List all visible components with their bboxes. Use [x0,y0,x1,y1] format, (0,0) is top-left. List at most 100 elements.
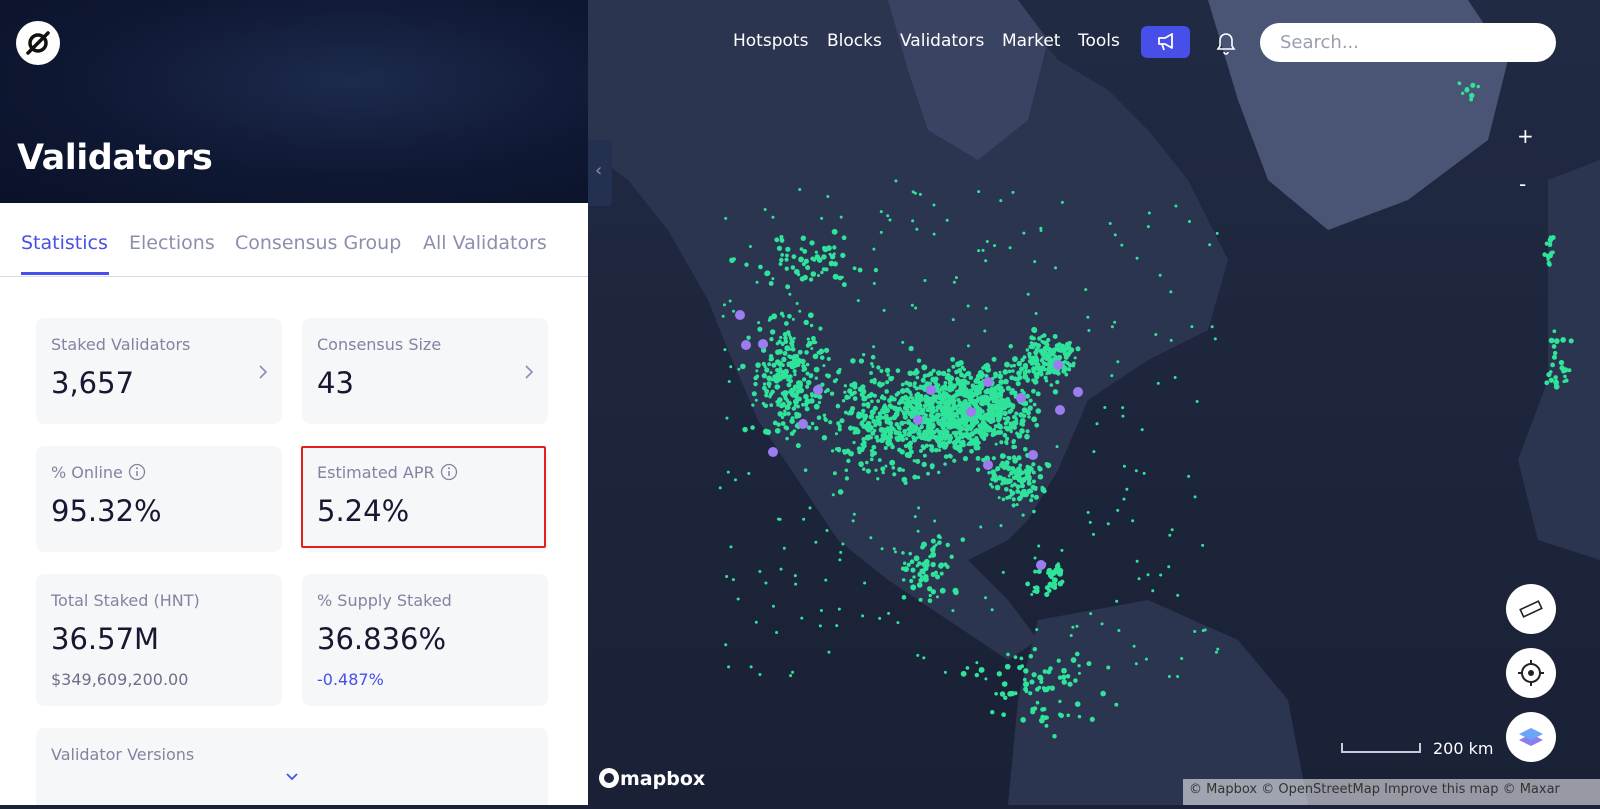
hotspot-dot [1026,292,1030,296]
hotspot-dot [1173,375,1177,379]
hotspot-dot [941,417,947,423]
hotspot-dot [1026,488,1033,494]
hotspot-dot [977,429,984,436]
stat-card[interactable]: Validator Versions [36,728,548,805]
hotspot-dot [924,443,929,448]
hotspot-dot [798,419,808,429]
hotspot-dot [880,394,884,398]
info-icon[interactable] [128,463,146,481]
hotspot-dot [845,448,851,455]
tab[interactable]: Elections [129,232,215,254]
hotspot-dot [897,467,903,472]
hotspot-dot [1106,665,1111,670]
zoom-in[interactable]: + [1517,124,1534,148]
search-input[interactable]: Search... [1260,23,1556,62]
hotspot-dot [782,412,787,417]
hotspot-dot [970,415,976,422]
hotspot-dot [891,414,898,421]
hotspot-dot [923,436,929,441]
stat-card[interactable]: Staked Validators 3,657 [36,318,282,424]
hotspot-dot [810,393,815,398]
hotspot-dot [803,393,809,400]
hotspot-dot [1055,445,1059,449]
hotspot-dot [818,624,822,628]
hotspot-dot [1008,344,1013,349]
layers-button[interactable] [1506,712,1556,762]
zoom-out[interactable]: - [1519,172,1527,196]
hotspot-dot [909,410,915,415]
hotspot-dot [1156,381,1160,385]
hotspot-dot [1037,465,1041,470]
hotspot-dot [939,587,946,594]
hotspot-dot [1568,338,1574,344]
locate-button[interactable] [1506,648,1556,698]
hotspot-dot [951,318,955,322]
card-sub: $349,609,200.00 [51,670,189,689]
hotspot-dot [988,418,994,425]
hotspot-dot [1029,679,1035,685]
measure-button[interactable] [1506,584,1556,634]
hotspot-dot [946,425,951,430]
tab[interactable]: Consensus Group [235,232,402,254]
hotspot-dot [784,266,789,271]
hotspot-dot [806,425,812,430]
nav-link[interactable]: Blocks [827,31,882,51]
hotspot-dot [1550,362,1555,368]
hotspot-dot [914,396,920,402]
hotspot-dot [976,389,982,396]
hotspot-dot [902,397,906,401]
hotspot-dot [836,369,841,375]
hotspot-dot [780,342,785,346]
hotspot-dot [874,468,878,472]
hotspot-dot [912,474,918,480]
nav-link[interactable]: Validators [900,31,985,51]
hotspot-dot [908,445,913,450]
collapse-button[interactable]: ‹ [588,140,612,206]
bell-icon[interactable] [1213,29,1239,57]
hotspot-dot [1033,569,1038,574]
hotspot-dot [938,392,942,397]
hotspot-dot [780,253,785,257]
hotspot-dot [786,330,791,335]
info-icon[interactable] [440,463,458,481]
hotspot-dot [726,470,730,474]
announce-button[interactable] [1141,26,1190,58]
hotspot-dot [805,343,811,348]
hotspot-dot [837,427,842,432]
hotspot-dot [997,496,1001,500]
logo[interactable] [16,21,60,65]
nav-link[interactable]: Hotspots [733,31,809,51]
hotspot-dot [1032,379,1039,385]
hotspot-dot [1028,691,1033,696]
hotspot-dot [1011,503,1016,508]
hotspot-dot [1015,484,1021,490]
hotspot-dot [1067,362,1073,368]
hotspot-dot [777,348,783,355]
hotspot-dot [1057,675,1063,680]
hotspot-dot [831,228,838,235]
hotspot-dot [1048,363,1054,369]
hotspot-dot [889,459,896,466]
hotspot-dot [930,423,936,429]
mapbox-logo[interactable]: mapbox [598,767,705,790]
map[interactable]: ‹ [588,0,1600,805]
hotspot-dot [916,358,922,363]
nav-link[interactable]: Market [1002,31,1061,51]
hotspot-dot [792,369,797,374]
hotspot-dot [1011,438,1016,444]
hotspot-dot [732,257,736,262]
hotspot-dot [999,462,1005,468]
hotspot-dot [903,433,907,437]
tab[interactable]: Statistics [21,232,108,254]
hotspot-dot [971,431,975,435]
hotspot-dot [776,397,783,403]
nav-link[interactable]: Tools [1078,31,1120,51]
stat-card[interactable]: Consensus Size 43 [302,318,548,424]
hotspot-dot [750,425,755,430]
label-text: Estimated APR [317,463,435,482]
hotspot-dot [771,604,775,608]
hotspot-dot [1035,700,1040,705]
hotspot-dot [764,388,770,394]
tab[interactable]: All Validators [423,232,547,254]
hotspot-dot [996,414,1003,420]
